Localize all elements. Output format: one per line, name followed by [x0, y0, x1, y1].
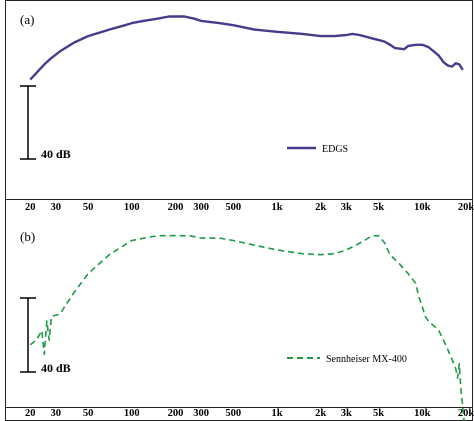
panel-b-scale-bar: 40 dB	[20, 297, 71, 375]
panel-a-scale-bar-label: 40 dB	[41, 147, 71, 161]
panel-b-x-tick-labels: 20 30 50 100 200 300 500 1k 2k 3k 5k 10k 20k	[25, 408, 474, 419]
panel-b: (b) 40 dB 20 30 50 100 200 300 500 1k 2k 3k 5k 10k 2…	[6, 229, 474, 421]
panel-a-x-tick-label: 20	[25, 202, 36, 213]
panel-a-x-tick-label: 200	[168, 202, 184, 213]
panel-b-series-line	[29, 234, 465, 421]
panel-a-x-tick-label: 3k	[341, 202, 352, 213]
panel-b-x-tick-label: 30	[51, 408, 62, 419]
panel-b-x-tick-label: 200	[168, 408, 184, 419]
panel-a-x-tick-label: 2k	[315, 202, 326, 213]
panel-b-x-tick-label: 5k	[373, 408, 384, 419]
panel-a-scale-bar: 40 dB	[20, 85, 71, 161]
panel-b-x-tick-label: 1k	[271, 408, 282, 419]
panel-a-x-tick-label: 50	[83, 202, 94, 213]
panel-a-series-line	[29, 15, 464, 81]
panel-a-legend-label: EDGS	[322, 144, 348, 155]
panel-a-legend: EDGS	[287, 144, 348, 155]
panel-a-x-tick-labels: 20 30 50 100 200 300 500 1k 2k 3k 5k 10k 20k	[25, 202, 474, 213]
panel-b-x-tick-label: 500	[225, 408, 241, 419]
panel-b-label: (b)	[20, 229, 35, 244]
panel-a-x-tick-label: 500	[225, 202, 241, 213]
panel-b-legend-label: Sennheiser MX-400	[326, 354, 407, 365]
panel-a-x-tick-label: 5k	[373, 202, 384, 213]
panel-a-series	[29, 15, 464, 81]
panel-a-x-tick-label: 1k	[271, 202, 282, 213]
panel-a-x-tick-label: 300	[193, 202, 209, 213]
panel-b-x-tick-label: 100	[124, 408, 140, 419]
panel-b-x-tick-label: 20k	[458, 408, 474, 419]
panel-a-label: (a)	[20, 12, 34, 27]
panel-b-legend: Sennheiser MX-400	[287, 354, 407, 365]
panel-a-x-tick-label: 100	[124, 202, 140, 213]
panel-b-x-tick-label: 50	[83, 408, 94, 419]
panel-a-x-tick-label: 10k	[414, 202, 431, 213]
panel-b-scale-bar-label: 40 dB	[41, 361, 71, 375]
panel-a: (a) 40 dB 20 30 50 100 200 300 500 1k 2k 3k 5k 10k 2…	[6, 12, 474, 213]
panel-b-x-tick-label: 20	[25, 408, 36, 419]
panel-b-x-tick-label: 10k	[414, 408, 431, 419]
panel-a-x-tick-label: 20k	[458, 202, 474, 213]
panel-b-x-tick-label: 2k	[315, 408, 326, 419]
panel-a-x-tick-label: 30	[51, 202, 62, 213]
panel-b-x-tick-label: 300	[193, 408, 209, 419]
panel-b-x-tick-label: 3k	[341, 408, 352, 419]
panel-b-series	[29, 234, 465, 421]
